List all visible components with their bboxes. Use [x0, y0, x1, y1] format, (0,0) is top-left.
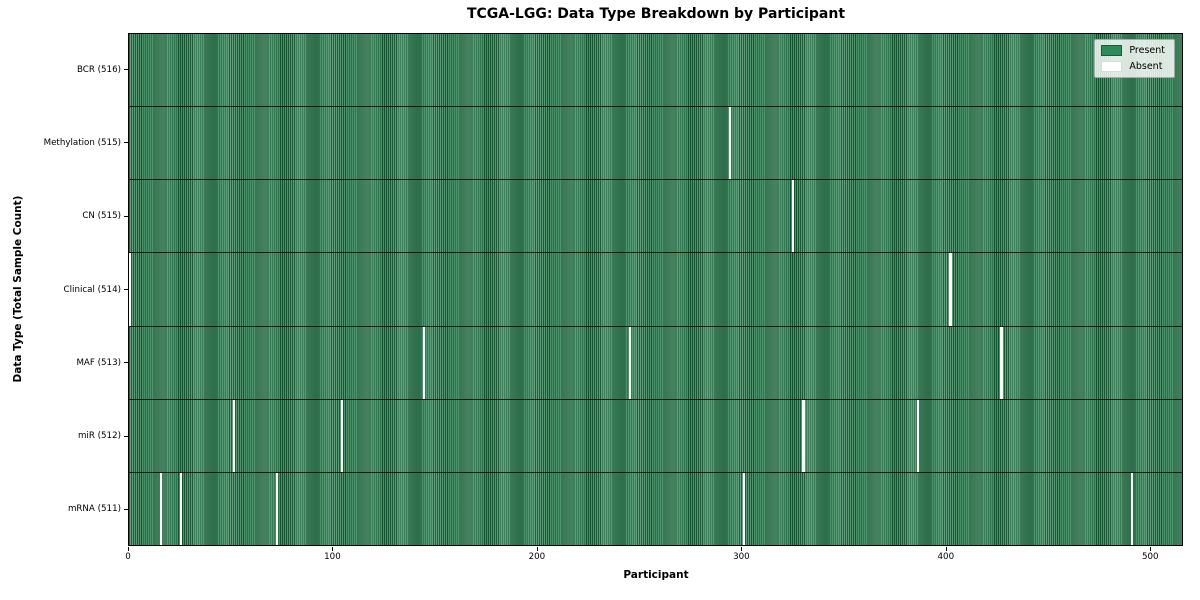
absent-gap: [180, 472, 183, 545]
y-tick-mark: [124, 142, 128, 144]
heatmap-row-BCR: [129, 34, 1182, 108]
y-tick-label: Clinical (514): [63, 284, 121, 295]
x-tick-label: 0: [125, 552, 131, 562]
heatmap-row-Methylation: [129, 107, 1182, 181]
x-tick-label: 100: [324, 552, 341, 562]
x-tick-label: 200: [528, 552, 546, 562]
absent-gap: [422, 326, 426, 399]
y-tick-label: MAF (513): [76, 357, 121, 368]
heatmap-row-miR: [129, 399, 1182, 473]
absent-gap: [275, 472, 279, 545]
x-tick-mark: [536, 547, 538, 551]
x-tick-label: 500: [1141, 552, 1159, 562]
y-tick-mark: [124, 508, 128, 510]
legend-item-present: Present: [1101, 45, 1165, 56]
x-tick-label: 300: [733, 552, 750, 562]
plot-area: Present Absent: [128, 33, 1183, 546]
absent-gap: [792, 180, 795, 253]
x-tick-mark: [1150, 547, 1152, 551]
y-tick-mark: [124, 362, 128, 364]
rows-container: [129, 34, 1182, 545]
legend-swatch-present: [1101, 45, 1123, 56]
y-tick-mark: [124, 215, 128, 217]
absent-gap: [129, 253, 132, 326]
absent-gap: [159, 472, 162, 545]
x-tick-mark: [128, 547, 129, 551]
absent-gap: [341, 399, 344, 472]
y-tick-label: BCR (516): [76, 64, 121, 75]
absent-gap: [802, 399, 805, 472]
y-tick-mark: [124, 435, 128, 437]
y-tick-mark: [124, 69, 128, 71]
y-tick-label: CN (515): [82, 211, 121, 222]
absent-gap: [916, 399, 919, 472]
legend-label: Present: [1129, 45, 1165, 56]
x-tick-mark: [945, 547, 947, 551]
absent-gap: [628, 326, 632, 399]
y-tick-label: Methylation (515): [43, 137, 121, 148]
x-tick-mark: [741, 547, 743, 551]
absent-gap: [949, 253, 952, 326]
legend-label: Absent: [1129, 61, 1163, 72]
absent-gap: [233, 399, 236, 472]
y-tick-mark: [124, 289, 128, 290]
legend: Present Absent: [1094, 39, 1175, 78]
x-axis-label: Participant: [623, 569, 689, 581]
heatmap-row-mRNA: [129, 472, 1182, 545]
y-tick-label: miR (512): [77, 431, 121, 442]
absent-gap: [1000, 326, 1003, 399]
y-tick-label: mRNA (511): [67, 504, 121, 515]
absent-gap: [743, 472, 746, 545]
heatmap-row-Clinical: [129, 253, 1182, 327]
legend-swatch-absent: [1101, 61, 1123, 72]
x-tick-label: 400: [937, 552, 955, 562]
absent-gap: [1130, 472, 1134, 545]
chart-title: TCGA-LGG: Data Type Breakdown by Partici…: [466, 6, 846, 22]
absent-gap: [728, 107, 732, 180]
heatmap-row-MAF: [129, 326, 1182, 400]
legend-item-absent: Absent: [1101, 61, 1165, 72]
heatmap-row-CN: [129, 180, 1182, 254]
x-tick-mark: [332, 547, 334, 551]
